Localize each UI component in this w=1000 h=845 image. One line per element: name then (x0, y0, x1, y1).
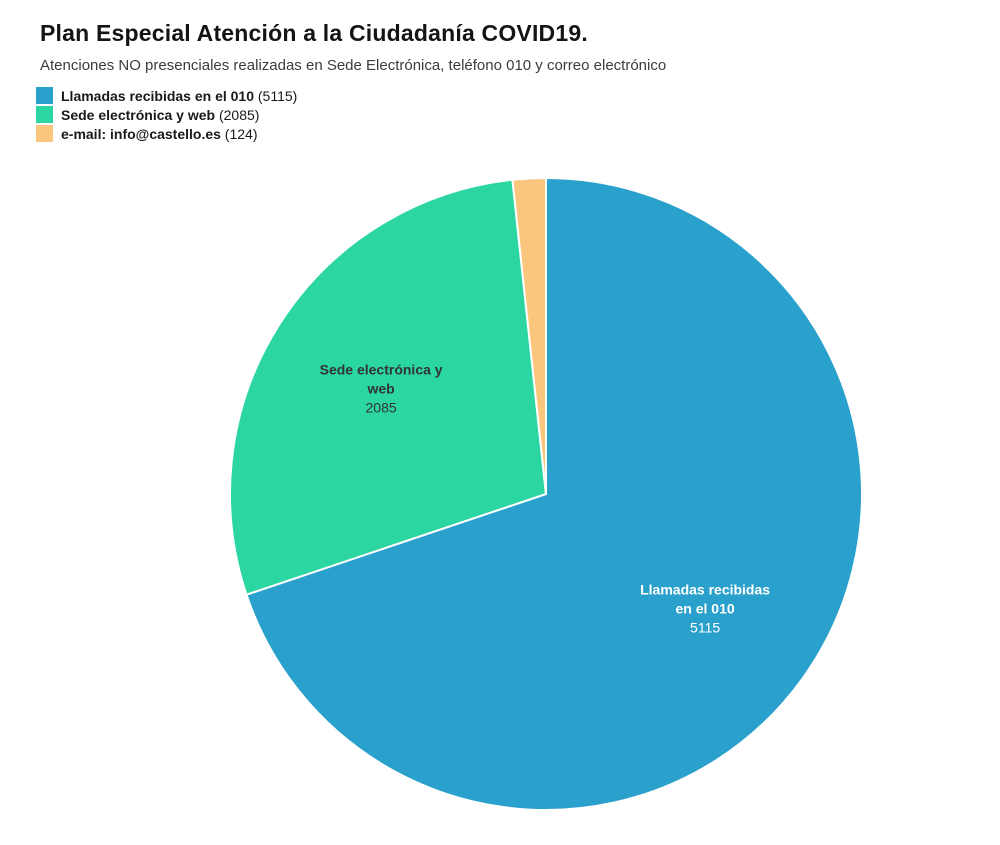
slice-label-1: Sede electrónica y web 2085 (320, 361, 443, 415)
chart-legend: Llamadas recibidas en el 010 (5115) Sede … (36, 87, 1000, 142)
legend-swatch (36, 106, 53, 123)
legend-item: Llamadas recibidas en el 010 (5115) (36, 87, 1000, 104)
pie-slice-1 (229, 178, 547, 596)
legend-swatch (36, 125, 53, 142)
chart-title: Plan Especial Atención a la Ciudadanía C… (40, 20, 588, 46)
legend-label: Sede electrónica y web (2085) (61, 106, 260, 123)
pie-slice-0 (245, 177, 863, 811)
chart-header: Plan Especial Atención a la Ciudadanía C… (0, 0, 1000, 74)
slice-label-0: Llamadas recibidas en el 010 5115 (640, 581, 770, 635)
legend-swatch (36, 87, 53, 104)
pie-slice-2 (511, 177, 547, 495)
chart-subtitle: Atenciones NO presenciales realizadas en… (40, 57, 667, 74)
legend-item: e-mail: info@castello.es (124) (36, 125, 1000, 142)
legend-item: Sede electrónica y web (2085) (36, 106, 1000, 123)
pie-slices-group: Llamadas recibidas en el 010 5115 Sede elec… (229, 177, 863, 811)
legend-label: Llamadas recibidas en el 010 (5115) (61, 87, 298, 104)
legend-label: e-mail: info@castello.es (124) (61, 125, 258, 142)
